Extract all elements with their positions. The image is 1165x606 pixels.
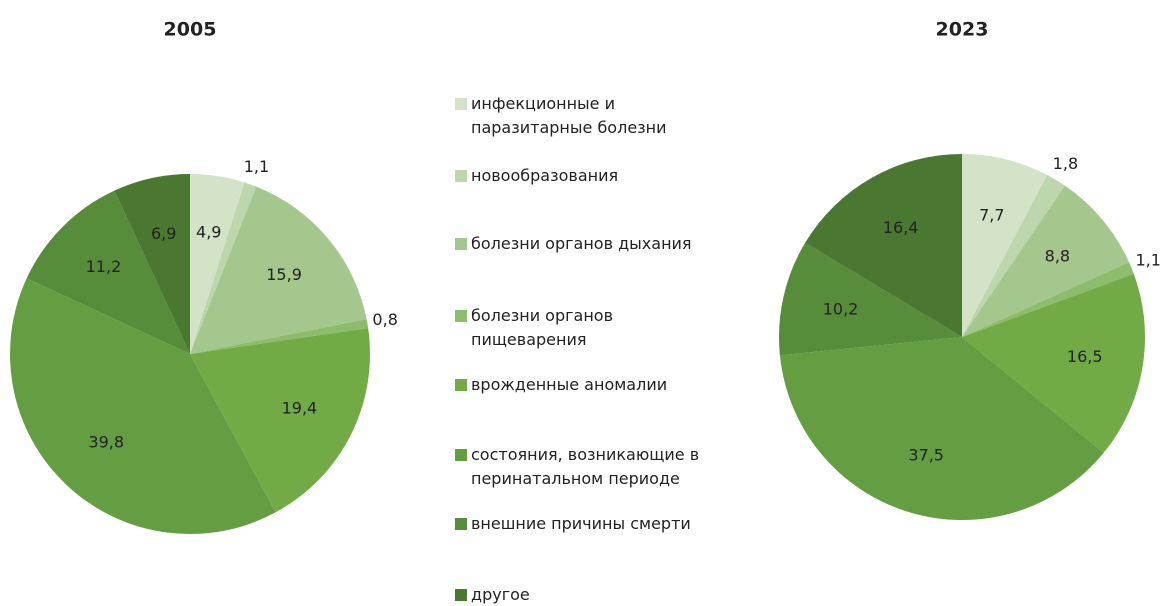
data-label: 1,8 — [1053, 154, 1078, 173]
pie-slice — [10, 278, 276, 534]
pie-slice — [190, 174, 245, 354]
legend-swatch — [455, 170, 467, 182]
legend-label: другое — [471, 585, 530, 604]
legend-swatch — [455, 238, 467, 250]
legend-swatch — [455, 379, 467, 391]
pie-slice — [962, 175, 1065, 337]
legend-entry: болезни органов дыхания — [455, 232, 692, 256]
legend-label: внешние причины смерти — [471, 514, 691, 533]
pie-slice — [962, 185, 1130, 337]
data-label: 7,7 — [979, 206, 1004, 225]
legend-entry: внешние причины смерти — [455, 512, 691, 536]
pie-slice — [190, 182, 257, 354]
pie-slice — [114, 174, 190, 354]
data-label: 1,1 — [244, 157, 269, 176]
pie-slice — [962, 154, 1048, 337]
data-label: 15,9 — [266, 265, 302, 284]
data-label: 37,5 — [908, 446, 944, 465]
chart-title: 2005 — [164, 19, 217, 41]
legend-swatch — [455, 98, 467, 110]
pie-slice — [962, 273, 1145, 453]
data-label: 1,1 — [1135, 251, 1160, 270]
pie-slice — [779, 242, 962, 356]
legend-swatch — [455, 449, 467, 461]
legend-entry: новообразования — [455, 164, 618, 188]
legend-swatch — [455, 310, 467, 322]
data-label: 16,4 — [883, 218, 919, 237]
pie-slice — [190, 186, 367, 354]
pie-slice — [190, 328, 370, 513]
legend-label: врожденные аномалии — [471, 375, 668, 394]
data-label: 6,9 — [151, 224, 176, 243]
data-label: 0,8 — [372, 310, 397, 329]
data-label: 39,8 — [88, 433, 124, 452]
legend-label: болезни органов пищеварения — [471, 306, 614, 349]
legend-entry: болезни органов пищеварения — [455, 304, 613, 352]
legend-entry: другое — [455, 583, 530, 606]
pie-slice — [26, 190, 191, 354]
legend-entry: состояния, возникающие в перинатальном п… — [455, 443, 699, 491]
legend-swatch — [455, 589, 467, 601]
pie-slice — [190, 319, 369, 354]
legend-entry: инфекционные и паразитарные болезни — [455, 92, 667, 140]
data-label: 4,9 — [196, 223, 221, 242]
legend-label: инфекционные и паразитарные болезни — [471, 94, 667, 137]
legend-swatch — [455, 518, 467, 530]
data-label: 19,4 — [282, 398, 318, 417]
data-label: 10,2 — [823, 299, 859, 318]
pie-slice — [805, 154, 962, 337]
legend-entry: врожденные аномалии — [455, 373, 667, 397]
pie-slice — [962, 262, 1134, 337]
legend-label: болезни органов дыхания — [471, 234, 692, 253]
data-label: 16,5 — [1067, 347, 1103, 366]
data-label: 11,2 — [86, 257, 122, 276]
legend-label: состояния, возникающие в перинатальном п… — [471, 445, 700, 488]
pie-slice — [779, 337, 1104, 520]
chart-title: 2023 — [936, 19, 989, 41]
data-label: 8,8 — [1045, 247, 1070, 266]
legend-label: новообразования — [471, 166, 619, 185]
